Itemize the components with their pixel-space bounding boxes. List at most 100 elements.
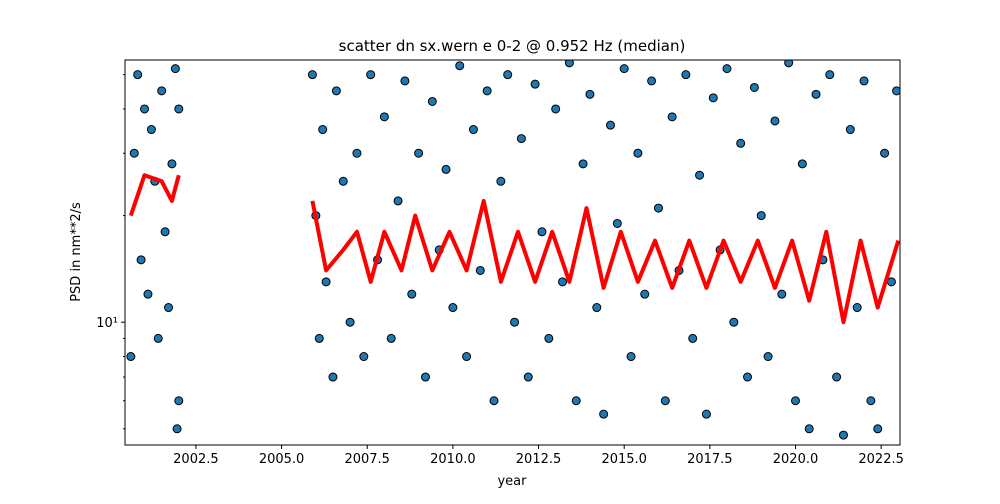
scatter-point — [379, 112, 389, 122]
scatter-point — [530, 79, 540, 89]
scatter-point — [400, 76, 410, 86]
scatter-point — [462, 352, 472, 362]
x-tick-label: 2015.0 — [601, 452, 647, 467]
scatter-point — [578, 159, 588, 169]
x-tick-label: 2020.0 — [773, 452, 819, 467]
x-tick-label: 2007.5 — [344, 452, 390, 467]
y-tick-label: 10¹ — [96, 316, 118, 331]
scatter-point — [126, 352, 136, 362]
scatter-point — [756, 211, 766, 221]
scatter-point — [605, 120, 615, 130]
scatter-point — [619, 64, 629, 74]
scatter-point — [537, 227, 547, 237]
scatter-point — [564, 60, 574, 68]
scatter-point — [838, 430, 848, 440]
y-axis-label: PSD in nm**2/s — [69, 202, 84, 302]
scatter-point — [157, 86, 167, 96]
scatter-point — [832, 372, 842, 382]
plot-area — [126, 60, 900, 440]
scatter-point — [331, 86, 341, 96]
scatter-point — [729, 317, 739, 327]
scatter-point — [414, 148, 424, 158]
scatter-point — [777, 289, 787, 299]
scatter-point — [146, 125, 156, 135]
scatter-point — [407, 289, 417, 299]
scatter-point — [892, 86, 900, 96]
x-tick-label: 2022.5 — [858, 452, 904, 467]
scatter-point — [722, 64, 732, 74]
scatter-point — [153, 333, 163, 343]
scatter-point — [386, 333, 396, 343]
scatter-point — [167, 159, 177, 169]
scatter-point — [393, 196, 403, 206]
scatter-point — [701, 409, 711, 419]
scatter-point — [366, 70, 376, 80]
scatter-point — [345, 317, 355, 327]
scatter-point — [811, 89, 821, 99]
scatter-point — [338, 176, 348, 186]
scatter-point — [633, 148, 643, 158]
scatter-point — [174, 396, 184, 406]
scatter-point — [558, 277, 568, 287]
scatter-point — [647, 76, 657, 86]
scatter-point — [551, 104, 561, 114]
scatter-point — [318, 125, 328, 135]
scatter-point — [743, 372, 753, 382]
scatter-point — [873, 424, 883, 434]
scatter-point — [585, 89, 595, 99]
median-line — [128, 173, 900, 325]
scatter-point — [475, 265, 485, 275]
scatter-point — [482, 86, 492, 96]
scatter-point — [599, 409, 609, 419]
x-tick-label: 2002.5 — [173, 452, 219, 467]
scatter-point — [510, 317, 520, 327]
scatter-point — [571, 396, 581, 406]
scatter-point — [140, 104, 150, 114]
scatter-point — [427, 96, 437, 106]
scatter-point — [174, 104, 184, 114]
scatter-point — [136, 255, 146, 265]
scatter-point — [314, 333, 324, 343]
scatter-point — [448, 303, 458, 313]
scatter-point — [544, 333, 554, 343]
scatter-point — [708, 93, 718, 103]
scatter-point — [164, 303, 174, 313]
scatter-point — [695, 170, 705, 180]
scatter-point — [859, 76, 869, 86]
scatter-series — [126, 60, 900, 440]
scatter-point — [489, 396, 499, 406]
scatter-point — [592, 303, 602, 313]
scatter-point — [825, 70, 835, 80]
scatter-point — [328, 372, 338, 382]
scatter-point — [133, 70, 143, 80]
scatter-point — [681, 70, 691, 80]
scatter-point — [653, 203, 663, 213]
scatter-point — [667, 112, 677, 122]
scatter-point — [441, 164, 451, 174]
scatter-point — [321, 277, 331, 287]
x-tick-label: 2012.5 — [516, 452, 562, 467]
scatter-point — [640, 289, 650, 299]
scatter-point — [626, 352, 636, 362]
scatter-point — [660, 396, 670, 406]
scatter-point — [612, 218, 622, 228]
x-tick-label: 2005.0 — [259, 452, 305, 467]
scatter-point — [352, 148, 362, 158]
scatter-point — [845, 125, 855, 135]
scatter-point — [770, 116, 780, 126]
scatter-point — [516, 134, 526, 144]
x-axis-label: year — [497, 474, 527, 489]
scatter-point — [886, 277, 896, 287]
scatter-point — [420, 372, 430, 382]
scatter-point — [307, 70, 317, 80]
scatter-point — [160, 227, 170, 237]
scatter-point — [496, 176, 506, 186]
scatter-point — [455, 61, 465, 71]
scatter-point — [749, 82, 759, 92]
scatter-point — [804, 424, 814, 434]
scatter-point — [763, 352, 773, 362]
scatter-point — [523, 372, 533, 382]
scatter-point — [866, 396, 876, 406]
